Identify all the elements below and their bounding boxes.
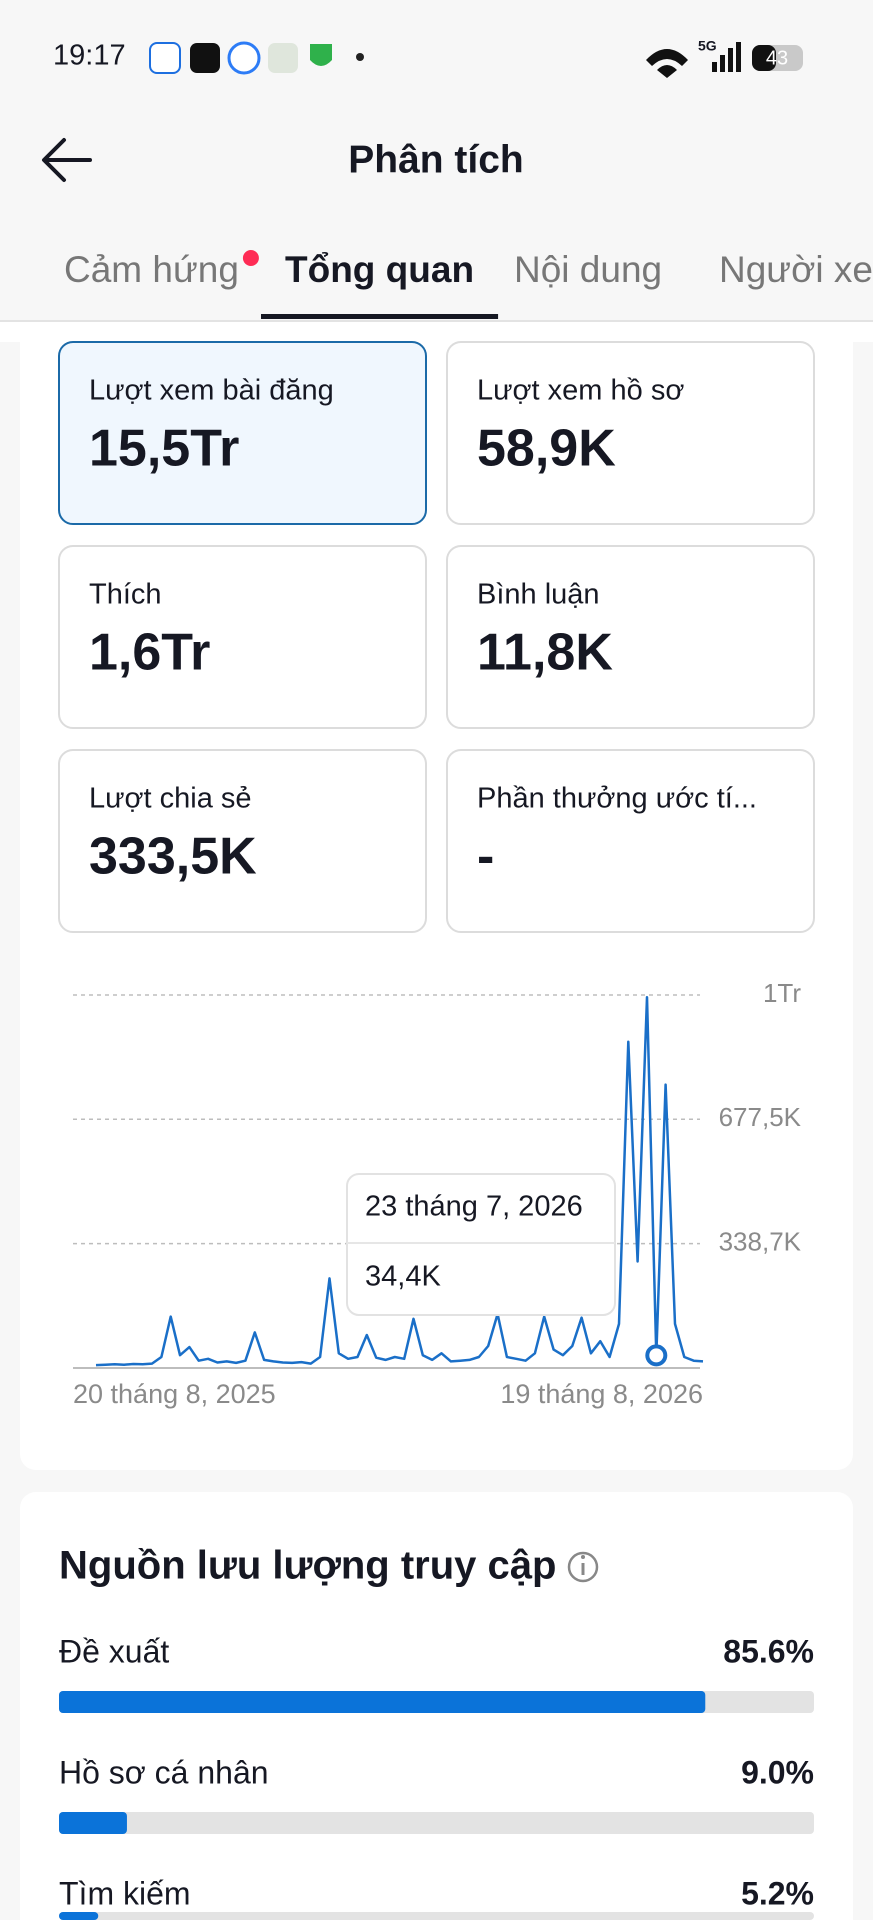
metric-label: Bình luận [477,579,600,611]
x-tick-label: 20 tháng 8, 2025 [73,1379,276,1409]
tab-indicator [261,314,499,319]
y-tick-label: 1Tr [763,978,801,1008]
tab-badge [242,250,259,266]
metric-card[interactable] [446,749,815,933]
metric-card[interactable] [58,545,427,729]
back-button[interactable] [42,138,92,182]
messenger-icon [227,41,261,75]
battery-level [752,45,776,71]
metric-card[interactable] [58,341,427,525]
metric-value: 1,6Tr [89,624,210,682]
tab-bar: Cảm hứng Tổng quan Nội dung Người xem [64,249,873,319]
source-name: Đề xuất [59,1633,169,1669]
signal-icon [712,42,741,72]
line-series [95,995,704,1367]
more-dot [356,53,364,61]
tab[interactable]: Cảm hứng [64,249,239,290]
battery-text: 43 [766,47,788,69]
shield-icon [310,44,332,66]
source-percent: 85.6% [723,1633,814,1669]
app-icon [268,43,298,73]
metric-value: 333,5K [89,828,257,886]
metric-grid: Lượt xem bài đăng 15,5Tr Lượt xem hồ sơ 58,… [58,341,815,933]
traffic-title: Nguồn lưu lượng truy cập [59,1544,556,1588]
metric-card[interactable] [446,341,815,525]
network-type: 5G [698,38,717,54]
panel-top [0,322,873,342]
tab[interactable]: Nội dung [514,249,662,290]
metric-card[interactable] [58,749,427,933]
tooltip-value: 34,4K [365,1261,441,1293]
tab[interactable]: Người xem [719,249,873,290]
tab[interactable]: Tổng quan [285,249,474,290]
source-name: Tìm kiếm [59,1875,191,1911]
line-chart: 338,7K 677,5K 1Tr 20 tháng 8, 2025 19 tháng … [73,978,802,1409]
x-tick-label: 19 tháng 8, 2026 [500,1379,703,1409]
tiktok-icon [190,43,220,73]
metric-value: - [477,828,494,886]
metric-value: 11,8K [477,624,613,682]
y-tick-label: 677,5K [719,1102,802,1132]
wifi-icon [646,49,688,78]
metric-label: Phần thưởng ước tí... [477,783,757,815]
source-percent: 9.0% [741,1754,814,1790]
tooltip-date: 23 tháng 7, 2026 [365,1191,583,1223]
metric-value: 15,5Tr [89,420,239,478]
tooltip [346,1173,616,1316]
bar-fill [59,1691,706,1713]
metric-card[interactable] [446,545,815,729]
bar-track [59,1912,814,1920]
status-time: 19:17 [53,40,126,72]
bar-track [59,1812,814,1834]
page-title: Phân tích [348,138,524,181]
metric-label: Thích [89,579,162,611]
metric-label: Lượt xem bài đăng [89,375,334,407]
highlight-point [645,1344,668,1367]
bar-fill [59,1812,127,1834]
metric-value: 58,9K [477,420,616,478]
metric-label: Lượt xem hồ sơ [477,375,684,407]
zalo-icon [149,42,181,74]
bar-fill [59,1912,99,1920]
traffic-list: Đề xuất 85.6% Hồ sơ cá nhân 9.0% Tìm kiếm 5.2… [59,1633,814,1920]
source-percent: 5.2% [741,1875,814,1911]
metric-label: Lượt chia sẻ [89,783,252,815]
source-name: Hồ sơ cá nhân [59,1754,269,1790]
info-icon[interactable] [567,1551,599,1583]
y-tick-label: 338,7K [719,1227,802,1257]
